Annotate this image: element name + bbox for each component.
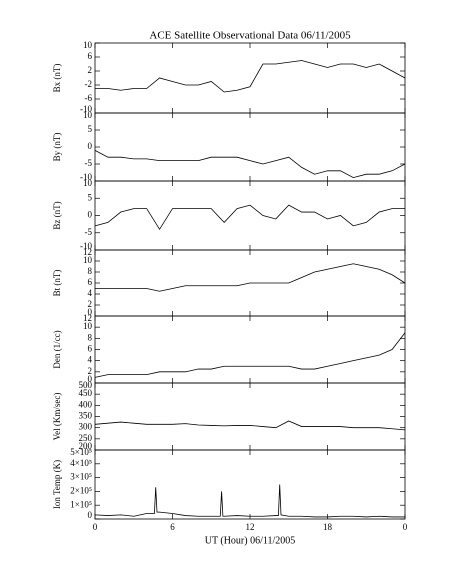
y-tick-label: -10	[80, 104, 92, 114]
y-tick-label: 3×10⁵	[70, 472, 92, 482]
x-tick-label: 18	[323, 522, 333, 532]
data-line	[95, 60, 406, 93]
y-tick-label: -2	[85, 79, 93, 89]
data-line	[94, 204, 405, 231]
x-tick-label: 0	[403, 522, 408, 532]
y-tick-label: 1×10⁵	[70, 499, 92, 509]
y-tick-label: -5	[85, 227, 93, 237]
y-tick-label: 5	[88, 192, 93, 202]
y-axis-label: Den (1/cc)	[52, 330, 62, 368]
x-tick-label: 12	[246, 522, 255, 532]
y-tick-label: 8	[88, 266, 93, 276]
y-tick-label: 4	[88, 355, 93, 365]
y-axis-label: Vel (Km/sec)	[52, 393, 62, 441]
y-tick-label: 12	[83, 247, 92, 257]
y-tick-label: 2	[88, 299, 93, 309]
y-tick-label: 2	[88, 366, 93, 376]
panel-frame	[94, 42, 406, 114]
y-tick-label: 2	[88, 65, 93, 75]
y-tick-label: -10	[80, 241, 92, 251]
y-tick-label: 0	[88, 374, 93, 384]
data-line	[95, 263, 406, 292]
y-axis-label: By (nT)	[52, 133, 62, 162]
y-axis-label: Ion Temp (K)	[52, 460, 62, 509]
x-tick-label: 0	[93, 522, 98, 532]
y-tick-label: 400	[79, 399, 93, 409]
panel-frame	[94, 449, 406, 520]
y-tick-label: 300	[79, 422, 93, 432]
y-tick-label: 10	[83, 110, 93, 120]
y-axis-label: Bt (nT)	[52, 270, 62, 297]
y-tick-label: 4	[88, 288, 93, 298]
panel-frame	[94, 180, 406, 251]
y-tick-label: 0	[88, 210, 93, 220]
y-tick-label: 450	[79, 388, 93, 398]
y-tick-label: 0	[88, 510, 93, 520]
y-tick-label: 12	[83, 313, 92, 323]
y-tick-label: 350	[79, 411, 93, 421]
data-line	[94, 332, 406, 378]
x-tick-label: 6	[170, 522, 175, 532]
data-line	[94, 150, 406, 179]
y-tick-label: 5	[88, 124, 93, 134]
y-tick-label: -10	[80, 172, 92, 182]
y-tick-label: 10	[83, 321, 93, 331]
chart-title: ACE Satellite Observational Data 06/11/2…	[149, 30, 351, 42]
y-tick-label: 250	[79, 433, 93, 443]
panel-frame	[94, 315, 406, 384]
data-line	[94, 484, 405, 518]
y-tick-label: 4×10⁵	[70, 458, 92, 468]
data-line	[94, 420, 406, 431]
y-tick-label: 10	[83, 178, 93, 188]
panel-frame	[94, 112, 406, 182]
y-tick-label: 0	[88, 141, 93, 151]
y-tick-label: 6	[88, 277, 93, 287]
y-tick-label: 10	[83, 255, 93, 265]
y-tick-label: -5	[85, 158, 93, 168]
y-tick-label: 6	[88, 51, 93, 61]
y-tick-label: 500	[79, 380, 93, 390]
y-tick-label: 0	[88, 307, 93, 317]
y-tick-label: 8	[88, 332, 93, 342]
y-tick-label: 5×10⁵	[70, 447, 92, 457]
y-tick-label: 10	[83, 40, 93, 50]
y-axis-label: Bz (nT)	[52, 201, 62, 229]
panel-frame	[94, 382, 406, 451]
y-tick-label: 6	[88, 344, 93, 354]
y-tick-label: 200	[79, 441, 93, 451]
y-tick-label: -6	[85, 93, 93, 103]
y-tick-label: 2×10⁵	[70, 485, 92, 495]
y-axis-label: Bx (nT)	[52, 64, 62, 93]
x-axis-label: UT (Hour) 06/11/2005	[205, 535, 296, 546]
